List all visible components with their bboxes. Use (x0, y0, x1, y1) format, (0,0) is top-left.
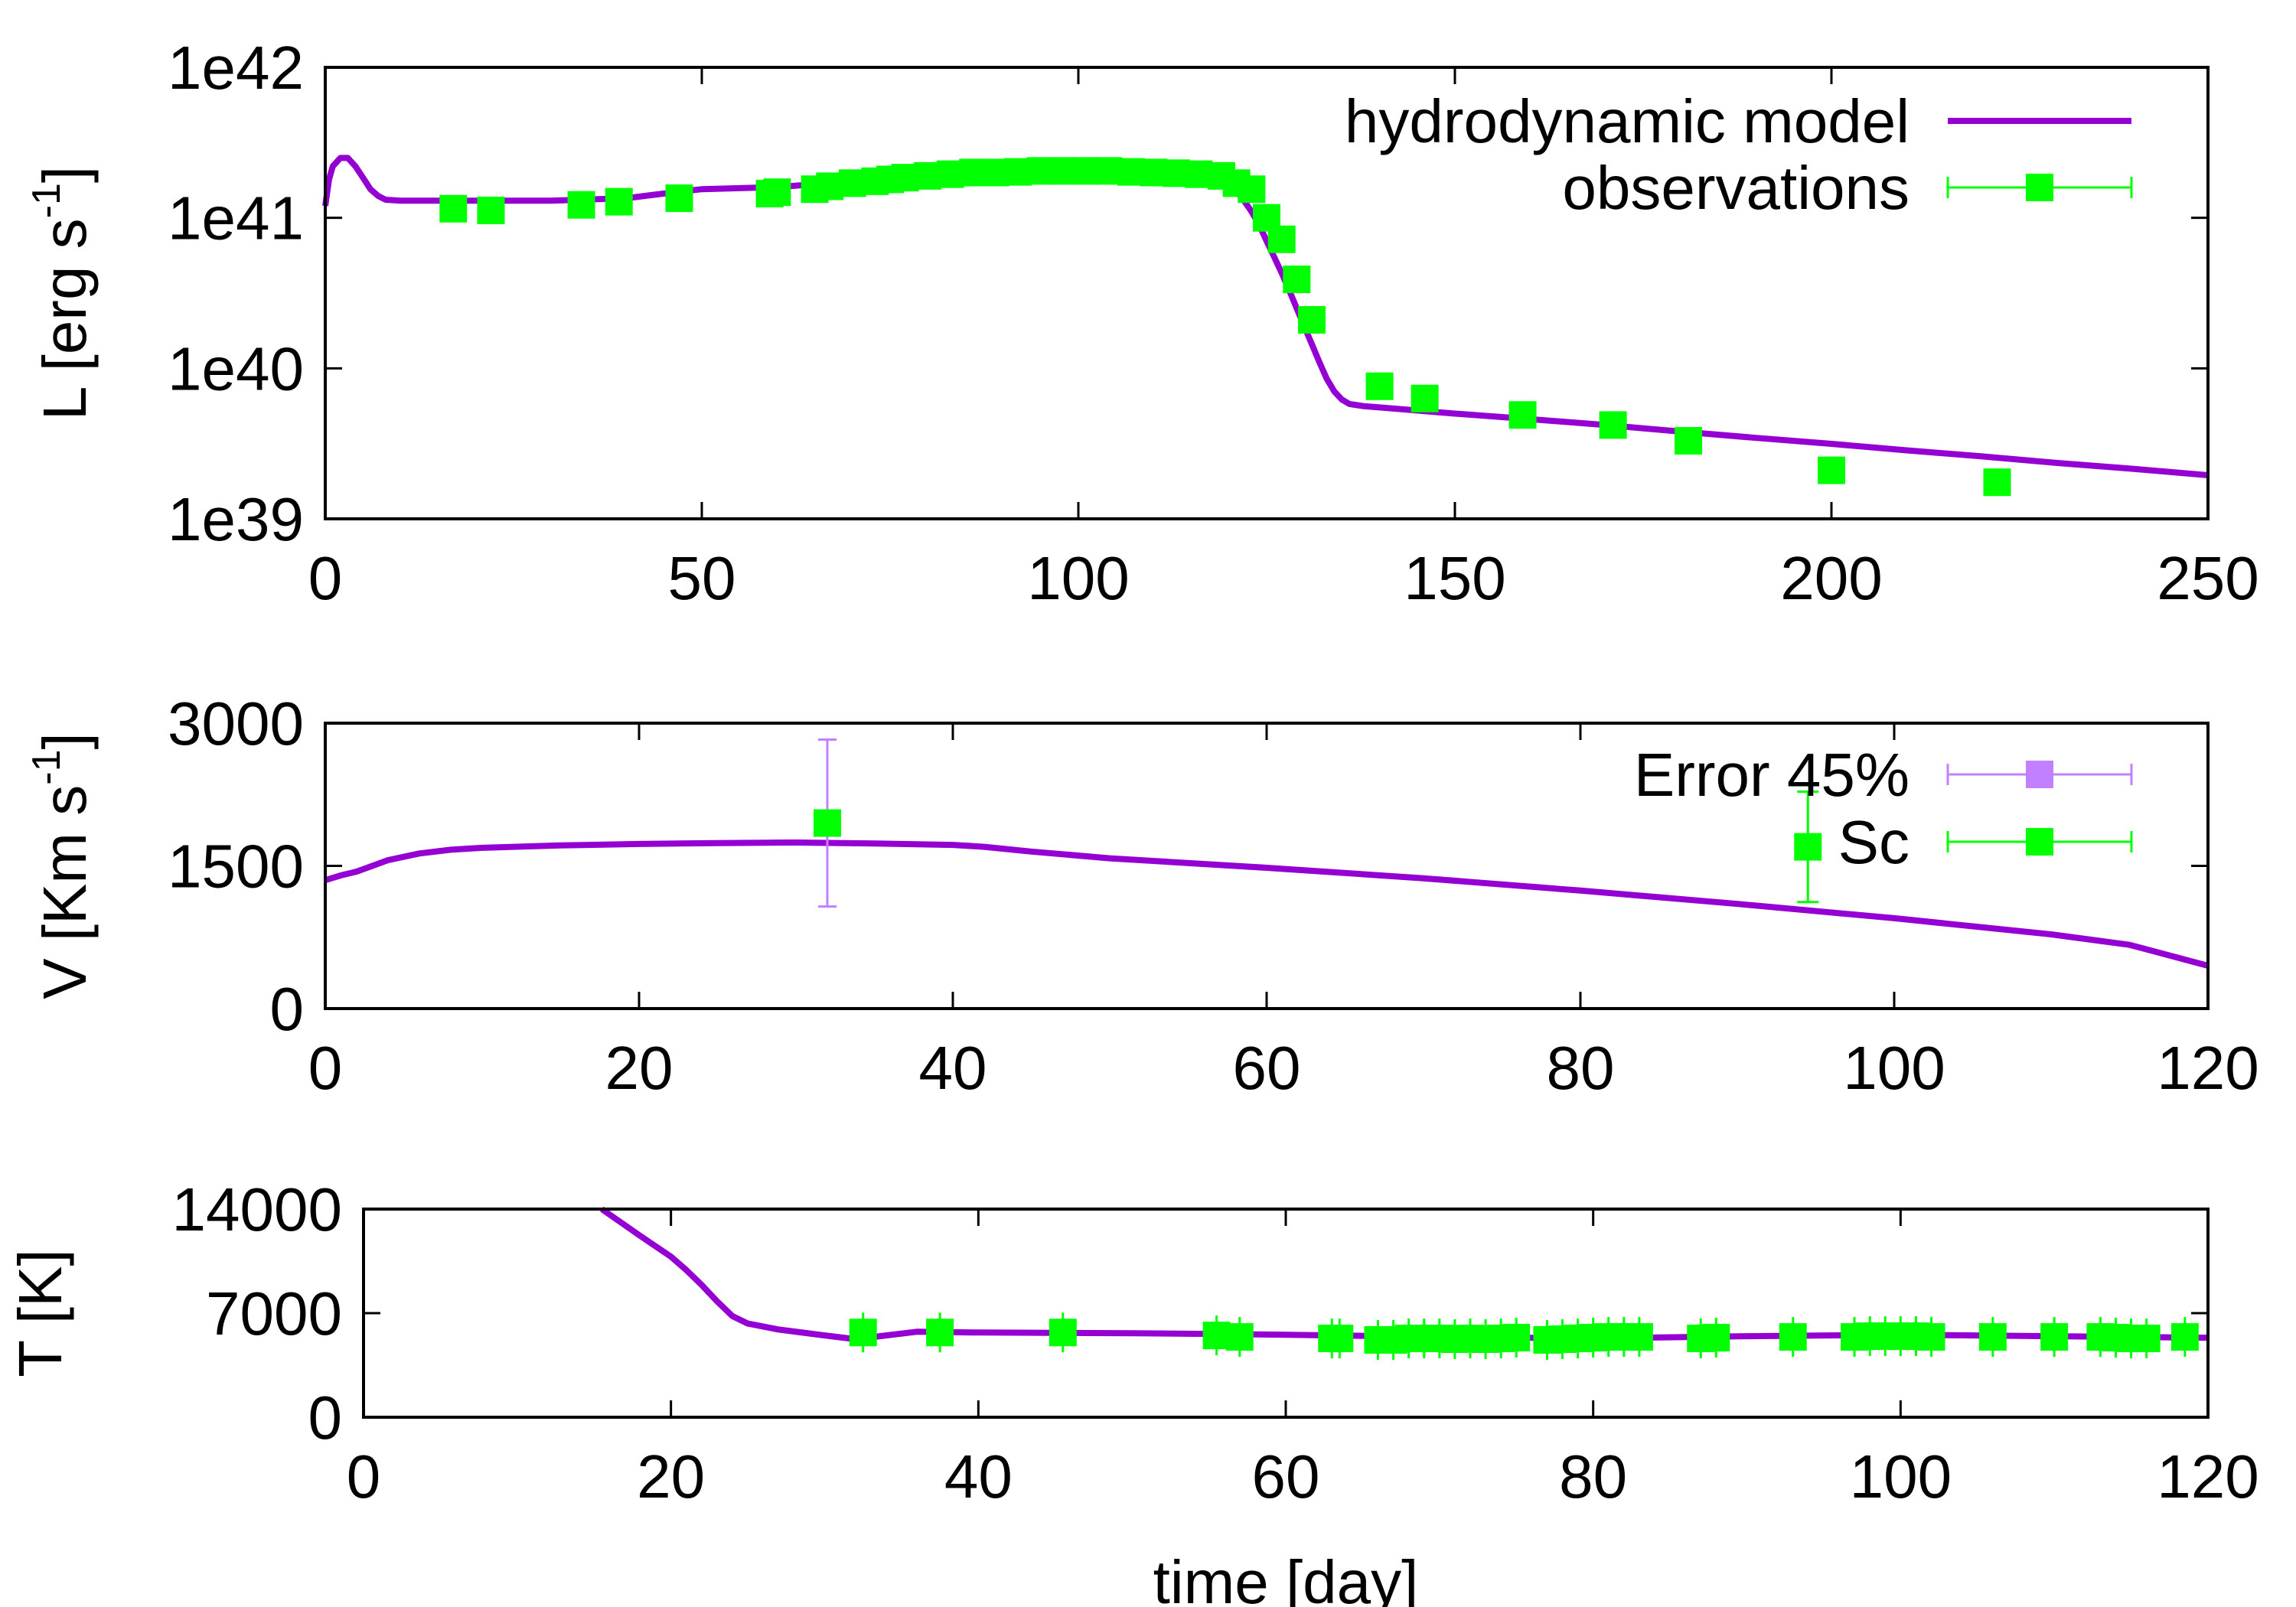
observation-point (2170, 1323, 2199, 1351)
legend-sc-marker (2026, 828, 2053, 856)
x-tick-label: 150 (1404, 544, 1505, 612)
observations-vel (814, 790, 1822, 904)
x-tick-label: 120 (2157, 1442, 2258, 1511)
y-tick-label: 1500 (168, 833, 304, 901)
x-tick-label: 100 (1850, 1442, 1952, 1511)
plot-frame-vel (324, 722, 2210, 1010)
x-tick-label: 50 (668, 544, 736, 612)
x-tick-label: 250 (2157, 544, 2258, 612)
observation-point (665, 184, 693, 213)
y-tick-label: 1e42 (168, 34, 304, 102)
observation-point (1794, 833, 1822, 861)
panel-temp: 0 20 40 60 80 100 120 0 7000 14000 T [K] (6, 1175, 2259, 1511)
observations-temp (849, 1312, 2199, 1360)
x-tick-label: 100 (1843, 1034, 1945, 1102)
x-tick-label: 200 (1780, 544, 1882, 612)
y-axis-label-main: V [Km s (31, 785, 99, 999)
observation-point (2132, 1325, 2161, 1353)
x-tick-label: 20 (637, 1442, 705, 1511)
x-tick-label: 0 (308, 1034, 343, 1102)
legend-obs-label: observations (1562, 154, 1910, 222)
observation-point (1818, 456, 1845, 484)
x-axis-label: time [day] (1153, 1548, 1419, 1607)
y-tick-label: 7000 (206, 1279, 342, 1348)
observation-point (1049, 1319, 1077, 1347)
y-axis-label-main: L [erg s (31, 218, 99, 420)
panel-vel: 0 20 40 60 80 100 120 0 1500 3000 V [Km s-1] Error … (24, 689, 2259, 1102)
x-tick-label: 20 (605, 1034, 673, 1102)
observation-point (1365, 372, 1394, 400)
panel-lum: 0 50 100 150 200 250 1e39 1e40 1e41 1e42 L [erg s-… (24, 34, 2259, 612)
y-axis-label-sup: -1 (24, 183, 69, 218)
observation-point (1411, 384, 1439, 412)
observation-point (605, 187, 633, 216)
y-tick-label: 1e39 (168, 485, 304, 553)
model-line-vel (324, 839, 2210, 969)
x-tick-label: 60 (1252, 1442, 1320, 1511)
observation-point (763, 178, 791, 207)
observation-point (926, 1319, 954, 1347)
observation-point (1202, 1322, 1231, 1350)
plot-frame-temp (362, 1208, 2210, 1419)
y-tick-label: 1e41 (168, 184, 304, 253)
observation-point (2040, 1323, 2069, 1351)
observation-point (1502, 1324, 1531, 1352)
x-tick-label: 100 (1027, 544, 1129, 612)
observation-point (1283, 266, 1311, 294)
observations-lum (439, 157, 2011, 497)
y-tick-label: 1e40 (168, 334, 304, 403)
legend-sc-label: Sc (1838, 808, 1910, 876)
observation-point (1508, 401, 1537, 429)
y-axis-label: V [Km s-1] (24, 732, 99, 999)
observation-point (814, 809, 841, 837)
plot-frame-lum (324, 66, 2210, 520)
x-tick-label: 40 (944, 1442, 1013, 1511)
y-axis-label: L [erg s-1] (24, 166, 99, 420)
observation-point (477, 196, 505, 224)
x-tick-label: 60 (1233, 1034, 1301, 1102)
x-tick-label: 0 (347, 1442, 381, 1511)
observation-point (1238, 175, 1266, 204)
observation-point (1917, 1323, 1945, 1351)
observation-point (1983, 468, 2011, 497)
observation-point (1267, 225, 1296, 253)
legend-model-label: hydrodynamic model (1345, 87, 1910, 155)
ticks-lum: 0 50 100 150 200 250 1e39 1e40 1e41 1e42 (168, 34, 2259, 612)
x-tick-label: 80 (1547, 1034, 1615, 1102)
model-line-temp (600, 1206, 2209, 1342)
x-tick-label: 120 (2157, 1034, 2258, 1102)
x-tick-label: 0 (308, 544, 343, 612)
legend-vel: Error 45%Sc (1634, 741, 2133, 876)
y-axis-label-sup: -1 (24, 749, 69, 784)
observation-point (1702, 1324, 1730, 1352)
observation-point (1779, 1323, 1807, 1351)
y-tick-label: 0 (308, 1384, 343, 1452)
observation-point (1675, 427, 1703, 455)
legend-error-label: Error 45% (1634, 741, 1910, 809)
y-axis-label-main: T [K] (6, 1249, 74, 1377)
observation-point (1326, 1325, 1354, 1353)
observation-point (439, 194, 468, 223)
x-tick-label: 80 (1559, 1442, 1627, 1511)
observation-point (1978, 1323, 2007, 1351)
x-tick-label: 40 (919, 1034, 987, 1102)
y-axis-label-end: ] (31, 732, 99, 749)
ticks-vel: 0 20 40 60 80 100 120 0 1500 3000 (168, 689, 2259, 1102)
y-tick-label: 0 (270, 975, 305, 1043)
y-tick-label: 14000 (172, 1175, 342, 1244)
y-axis-label-end: ] (31, 166, 99, 183)
ticks-temp: 0 20 40 60 80 100 120 0 7000 14000 (172, 1175, 2259, 1511)
observation-point (1625, 1323, 1653, 1351)
y-axis-label: T [K] (6, 1249, 74, 1377)
y-tick-label: 3000 (168, 689, 304, 758)
observation-point (1599, 411, 1627, 439)
observation-point (1225, 1323, 1254, 1351)
observation-point (1298, 305, 1326, 334)
observation-point (849, 1319, 877, 1347)
observation-point (567, 191, 595, 219)
legend-obs-marker (2026, 174, 2053, 201)
legend-error-marker (2026, 761, 2053, 788)
